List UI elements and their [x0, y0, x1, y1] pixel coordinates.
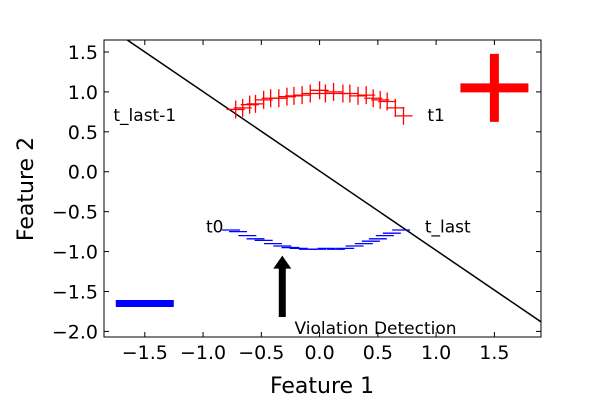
x-tick-label: 1.0: [421, 342, 451, 364]
annotation-label: t_last-1: [113, 106, 176, 126]
annotation-label: t0: [206, 218, 223, 238]
x-tick-label: 1.5: [479, 342, 509, 364]
x-tick-label: 0.5: [363, 342, 393, 364]
y-tick-label: −1.5: [52, 281, 98, 303]
x-tick-label: −1.5: [122, 342, 168, 364]
y-tick-label: −2.0: [52, 321, 98, 343]
y-axis-label: Feature 2: [14, 137, 39, 241]
y-tick-label: 0.0: [68, 162, 98, 184]
annotation-label: Violation Detection: [294, 319, 456, 339]
x-tick-label: −1.0: [180, 342, 226, 364]
y-tick-label: 1.5: [68, 42, 98, 64]
x-tick-label: 0.0: [304, 342, 334, 364]
y-tick-label: 0.5: [68, 122, 98, 144]
y-tick-label: −0.5: [52, 202, 98, 224]
annotation-label: t1: [427, 106, 444, 126]
annotation-label: t_last: [425, 218, 471, 238]
y-tick-label: 1.0: [68, 82, 98, 104]
x-axis-label: Feature 1: [270, 374, 374, 399]
y-tick-label: −1.0: [52, 242, 98, 264]
x-tick-label: −0.5: [238, 342, 284, 364]
